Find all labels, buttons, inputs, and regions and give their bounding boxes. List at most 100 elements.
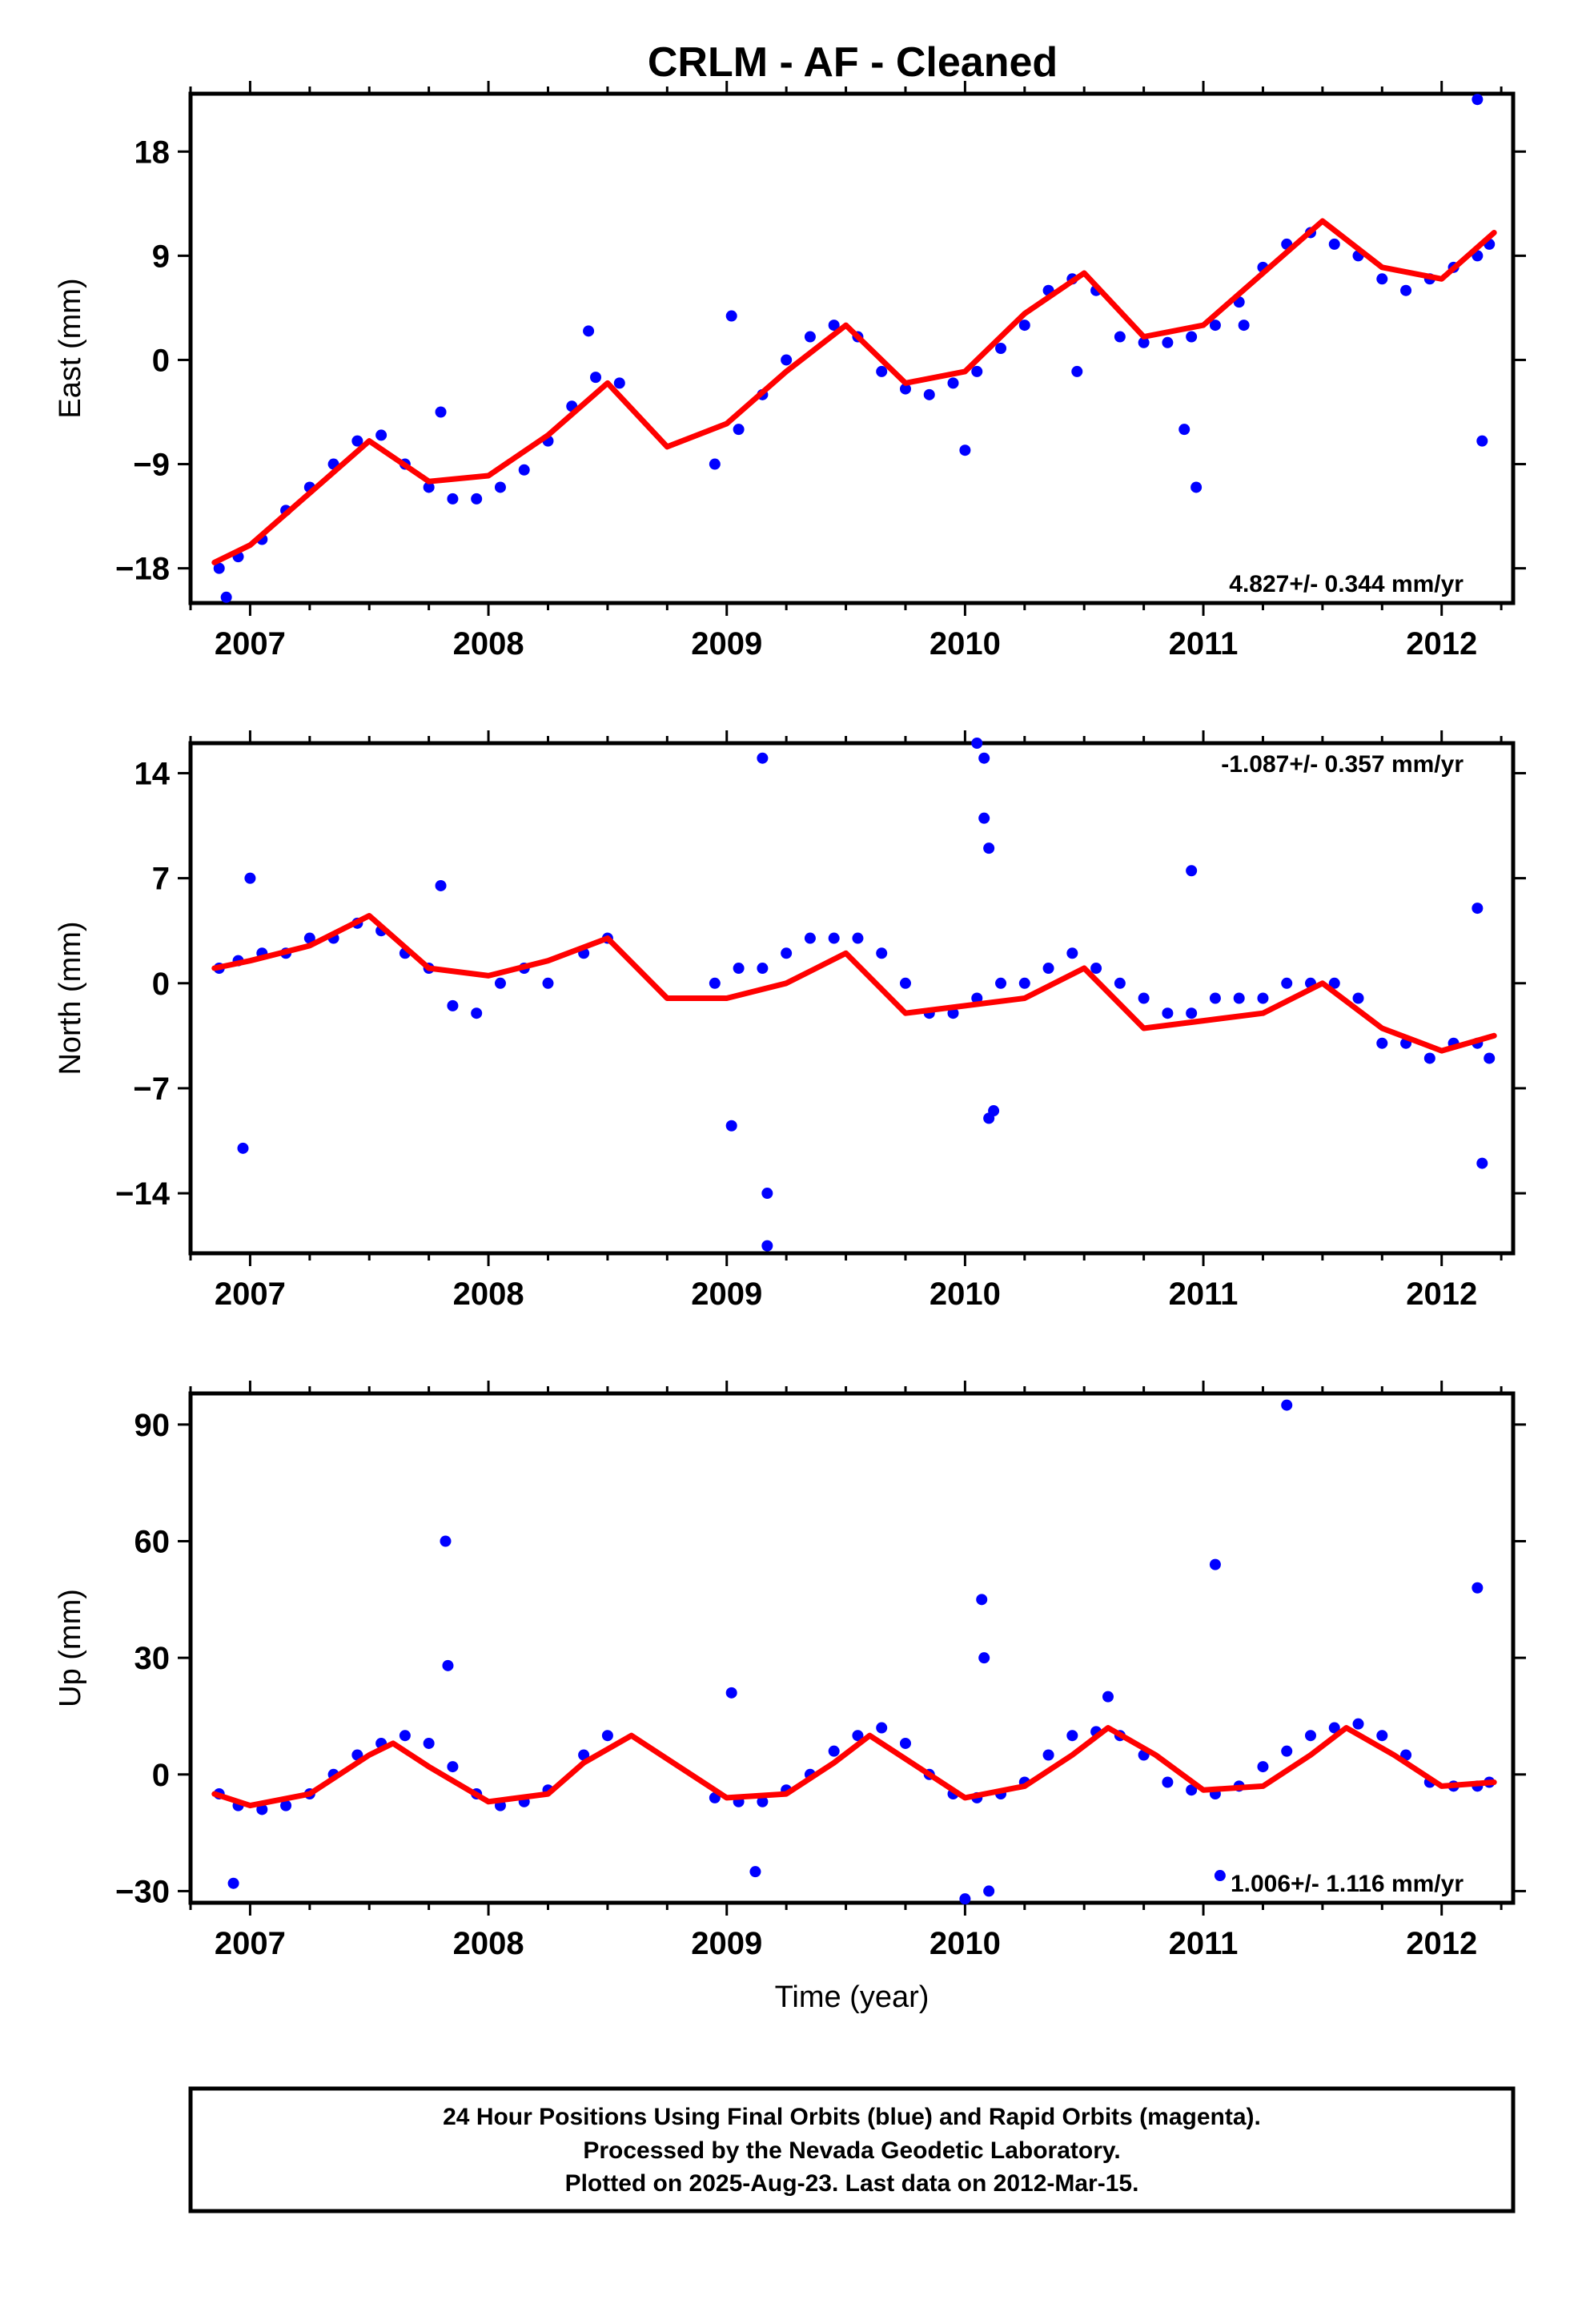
data-point [1071, 365, 1083, 377]
data-point [804, 331, 816, 343]
y-tick-label: −18 [115, 552, 170, 587]
data-point [1376, 1037, 1388, 1049]
data-points [213, 1718, 1496, 1815]
data-point [852, 932, 864, 944]
panel-1: −18 −9 0 9 18 2007 2008 2009 2010 2011 2012 East (m… [54, 81, 1526, 661]
data-point [220, 591, 232, 603]
data-point [471, 493, 483, 505]
data-point [725, 1687, 737, 1699]
data-point [1472, 1582, 1484, 1594]
data-point [828, 1745, 840, 1757]
x-tick-label: 2008 [453, 626, 524, 661]
data-point [876, 365, 888, 377]
data-point [725, 1120, 737, 1132]
data-point [494, 977, 506, 989]
data-point [1186, 1007, 1198, 1019]
data-point [781, 354, 793, 366]
x-tick-label: 2012 [1406, 1926, 1477, 1961]
footer-box: 24 Hour Positions Using Final Orbits (bl… [188, 2086, 1516, 2213]
data-point [1138, 336, 1150, 348]
data-point [423, 1737, 435, 1749]
x-tick-label: 2009 [691, 1277, 762, 1312]
data-point [971, 365, 983, 377]
y-tick-label: −14 [115, 1176, 171, 1212]
data-point [1328, 977, 1340, 989]
data-point [518, 464, 530, 476]
data-point [1400, 284, 1412, 296]
x-tick-label: 2010 [930, 626, 1001, 661]
data-point [303, 932, 315, 944]
data-point [1214, 1870, 1226, 1882]
data-points [220, 94, 1488, 603]
data-point [1328, 238, 1340, 250]
y-tick-label: 90 [135, 1408, 171, 1443]
data-point [1376, 1730, 1388, 1742]
x-tick-label: 2011 [1169, 626, 1239, 661]
data-point [1090, 963, 1102, 975]
data-point [1162, 1776, 1174, 1788]
x-tick-label: 2007 [215, 626, 286, 661]
data-point [1066, 1730, 1078, 1742]
y-tick-label: 7 [152, 862, 170, 897]
data-point [876, 947, 888, 959]
plot-frame [188, 1391, 1516, 1905]
data-point [1186, 331, 1198, 343]
footer-line-3: Plotted on 2025-Aug-23. Last data on 201… [565, 2170, 1139, 2197]
x-tick-label: 2009 [691, 626, 762, 661]
rate-label: 4.827+/- 0.344 mm/yr [1229, 571, 1464, 597]
data-point [1018, 977, 1030, 989]
x-tick-label: 2012 [1406, 1277, 1477, 1312]
x-tick-label: 2010 [930, 1926, 1001, 1961]
data-point [280, 1799, 292, 1811]
data-point [1042, 963, 1054, 975]
data-point [1352, 992, 1364, 1004]
x-axis-label: Time (year) [775, 1980, 930, 2014]
data-point [1281, 977, 1293, 989]
y-tick-label: −7 [133, 1072, 170, 1107]
data-point [1257, 1761, 1269, 1773]
data-point [1114, 331, 1126, 343]
data-point [1191, 481, 1203, 493]
footer-line-2: Processed by the Nevada Geodetic Laborat… [583, 2137, 1120, 2164]
data-point [1328, 1722, 1340, 1734]
x-tick-label: 2012 [1406, 626, 1477, 661]
data-point [423, 481, 435, 493]
data-point [899, 977, 911, 989]
data-point [983, 842, 995, 854]
plot-frame [188, 741, 1516, 1256]
data-points [213, 227, 1496, 574]
data-point [578, 1749, 590, 1761]
data-point [1472, 94, 1484, 106]
data-point [447, 493, 459, 505]
panel-3: −30 0 30 60 90 2007 2008 2009 2010 2011 2012 Up (mm… [54, 1381, 1526, 2014]
data-point [447, 1761, 459, 1773]
y-axis-label: North (mm) [54, 921, 87, 1075]
data-points [227, 1399, 1484, 1905]
data-point [601, 1730, 613, 1742]
data-point [1209, 320, 1221, 332]
data-point [1376, 273, 1388, 285]
data-point [923, 388, 935, 400]
data-point [494, 481, 506, 493]
x-tick-label: 2008 [453, 1926, 524, 1961]
x-tick-label: 2011 [1169, 1277, 1239, 1312]
data-point [828, 932, 840, 944]
model-curve [211, 913, 1497, 1054]
data-point [1281, 1399, 1293, 1411]
y-axis-label: Up (mm) [54, 1589, 87, 1707]
model-curve [211, 1725, 1497, 1809]
data-point [1476, 1157, 1488, 1169]
data-point [947, 377, 959, 389]
data-point [757, 963, 769, 975]
data-point [471, 1007, 483, 1019]
data-point [1238, 320, 1250, 332]
data-point [1304, 1730, 1316, 1742]
data-point [995, 343, 1007, 354]
data-point [1352, 1718, 1364, 1730]
data-point [1102, 1691, 1114, 1703]
footer-line-1: 24 Hour Positions Using Final Orbits (bl… [443, 2104, 1261, 2130]
data-point [1257, 992, 1269, 1004]
data-point [828, 320, 840, 332]
data-point [781, 947, 793, 959]
data-point [852, 1730, 864, 1742]
